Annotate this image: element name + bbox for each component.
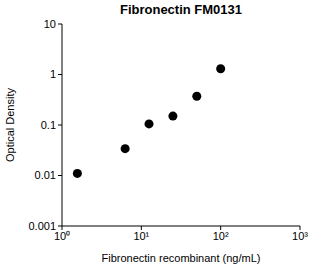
svg-text:10¹: 10¹ <box>133 230 149 242</box>
svg-text:Fibronectin recombinant (ng/mL: Fibronectin recombinant (ng/mL) <box>102 252 261 264</box>
svg-text:10⁰: 10⁰ <box>54 230 70 242</box>
svg-text:10: 10 <box>44 18 56 30</box>
svg-text:Optical Density: Optical Density <box>8 88 16 162</box>
html-text:Fibronectin FM0131: Fibronectin FM0131 <box>120 2 242 17</box>
svg-text:10²: 10² <box>213 230 229 242</box>
svg-text:0.01: 0.01 <box>35 169 56 181</box>
svg-text:0.1: 0.1 <box>41 119 56 131</box>
svg-text:0.001: 0.001 <box>28 220 56 232</box>
svg-text:1: 1 <box>50 68 56 80</box>
svg-text:10³: 10³ <box>292 230 308 242</box>
